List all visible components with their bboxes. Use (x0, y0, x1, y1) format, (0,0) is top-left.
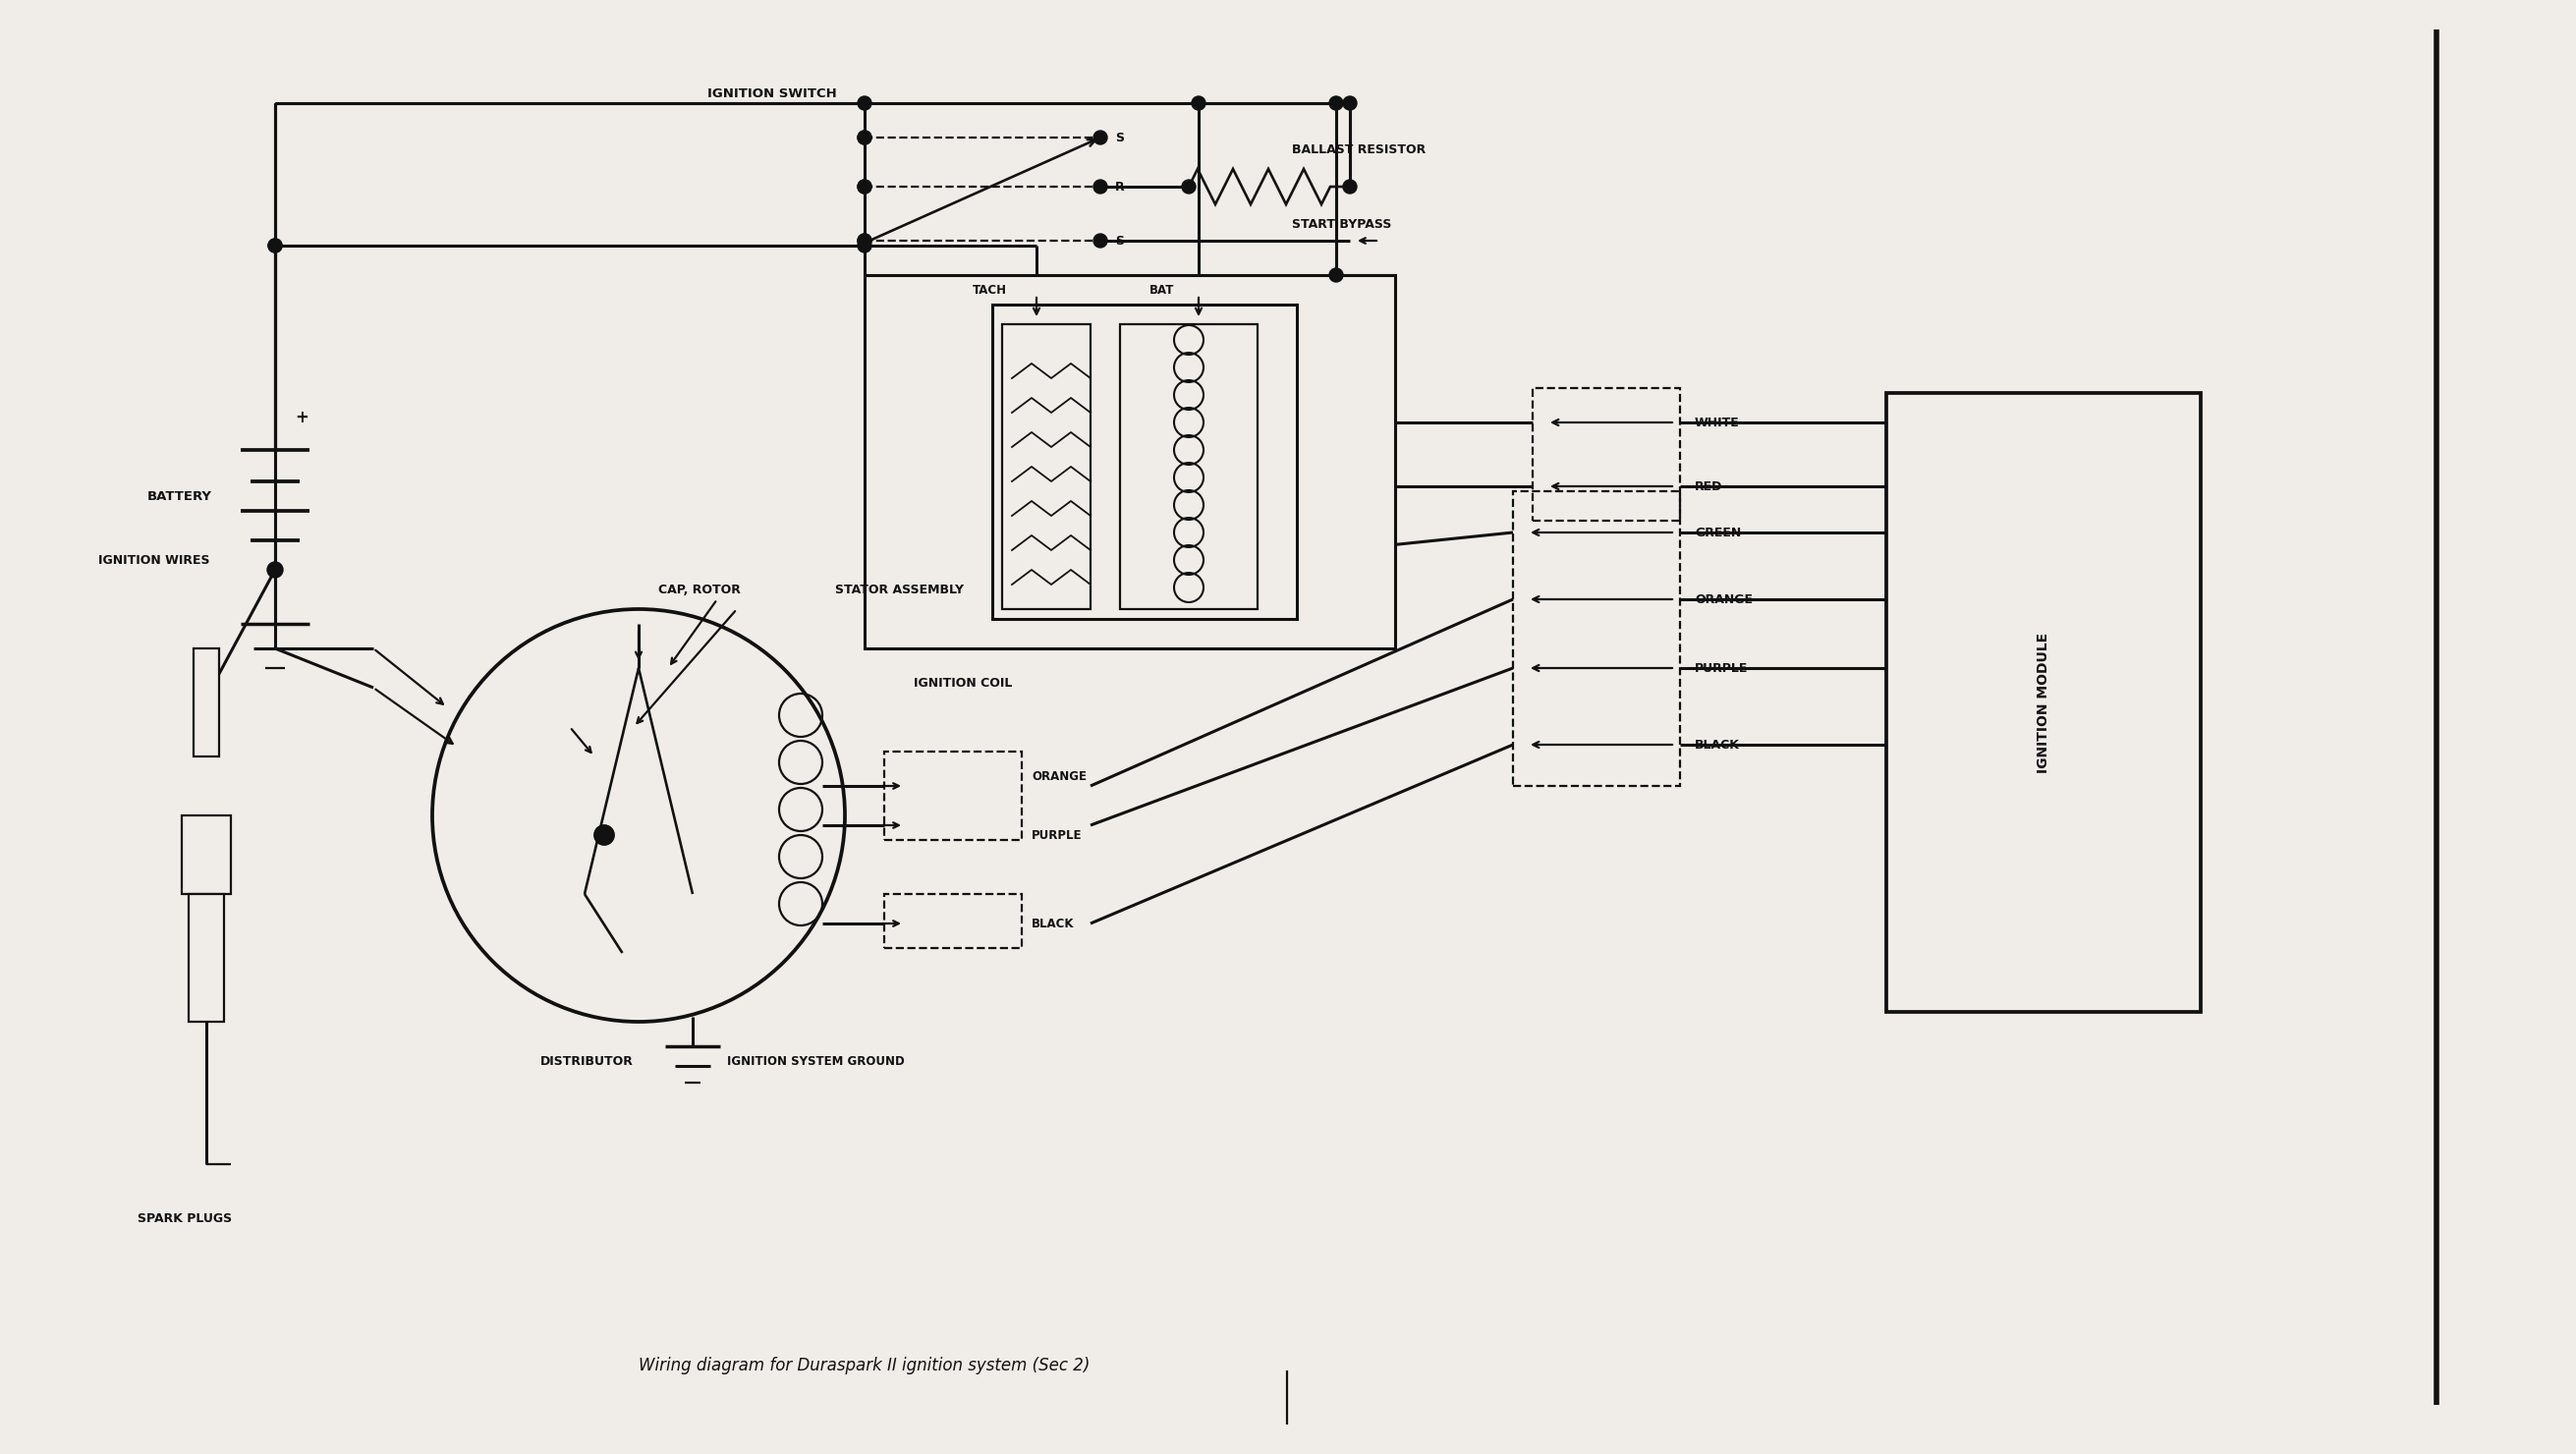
Circle shape (858, 234, 871, 247)
Circle shape (858, 180, 871, 193)
Text: TACH: TACH (974, 284, 1007, 297)
Text: IGNITION MODULE: IGNITION MODULE (2038, 632, 2050, 772)
Bar (992, 304, 1296, 619)
Text: RED: RED (1695, 480, 1723, 493)
Bar (183, 816, 232, 894)
Bar (1886, 393, 2200, 1012)
Bar (193, 648, 219, 756)
Text: BLACK: BLACK (1695, 739, 1739, 752)
Circle shape (268, 238, 281, 253)
Circle shape (1329, 96, 1342, 111)
Text: BALLAST RESISTOR: BALLAST RESISTOR (1293, 142, 1425, 156)
Circle shape (1092, 180, 1108, 193)
Text: +: + (294, 409, 309, 426)
Bar (884, 894, 1023, 948)
Circle shape (1342, 96, 1358, 111)
Circle shape (858, 180, 871, 193)
Text: START BYPASS: START BYPASS (1293, 218, 1391, 230)
Text: BATTERY: BATTERY (147, 490, 211, 503)
Text: BLACK: BLACK (1030, 917, 1074, 931)
Circle shape (858, 96, 871, 111)
Text: PURPLE: PURPLE (1030, 829, 1082, 842)
Circle shape (1092, 234, 1108, 247)
Circle shape (858, 131, 871, 144)
Circle shape (268, 238, 281, 253)
Circle shape (858, 234, 871, 247)
Circle shape (595, 826, 613, 845)
Bar (1121, 324, 1257, 609)
Text: SPARK PLUGS: SPARK PLUGS (137, 1211, 232, 1224)
Circle shape (1342, 180, 1358, 193)
Circle shape (858, 131, 871, 144)
Text: IGNITION SWITCH: IGNITION SWITCH (708, 87, 837, 100)
Bar (884, 752, 1023, 840)
Text: ORANGE: ORANGE (1695, 593, 1752, 606)
Text: ORANGE: ORANGE (1030, 769, 1087, 782)
Circle shape (1182, 180, 1195, 193)
Text: S: S (1115, 131, 1123, 144)
Circle shape (1329, 268, 1342, 282)
Circle shape (1193, 96, 1206, 111)
Text: GREEN: GREEN (1695, 526, 1741, 539)
Text: R: R (1115, 180, 1126, 193)
Text: IGNITION WIRES: IGNITION WIRES (98, 554, 209, 567)
Circle shape (595, 826, 613, 845)
Circle shape (858, 238, 871, 253)
Text: S: S (1115, 234, 1123, 247)
Text: IGNITION COIL: IGNITION COIL (914, 676, 1012, 689)
Text: DISTRIBUTOR: DISTRIBUTOR (541, 1054, 634, 1067)
Text: STATOR ASSEMBLY: STATOR ASSEMBLY (835, 583, 963, 596)
Bar (1533, 388, 1680, 521)
Bar (866, 275, 1396, 648)
Circle shape (268, 561, 283, 577)
Text: CAP, ROTOR: CAP, ROTOR (659, 583, 742, 596)
Text: BAT: BAT (1149, 284, 1175, 297)
Bar (1512, 491, 1680, 787)
Text: PURPLE: PURPLE (1695, 662, 1749, 675)
Text: WHITE: WHITE (1695, 416, 1739, 429)
Text: Wiring diagram for Duraspark II ignition system (Sec 2): Wiring diagram for Duraspark II ignition… (639, 1357, 1090, 1374)
Text: IGNITION SYSTEM GROUND: IGNITION SYSTEM GROUND (726, 1054, 904, 1067)
Circle shape (268, 563, 281, 577)
Circle shape (1092, 131, 1108, 144)
Bar (1002, 324, 1090, 609)
Bar (188, 894, 224, 1022)
